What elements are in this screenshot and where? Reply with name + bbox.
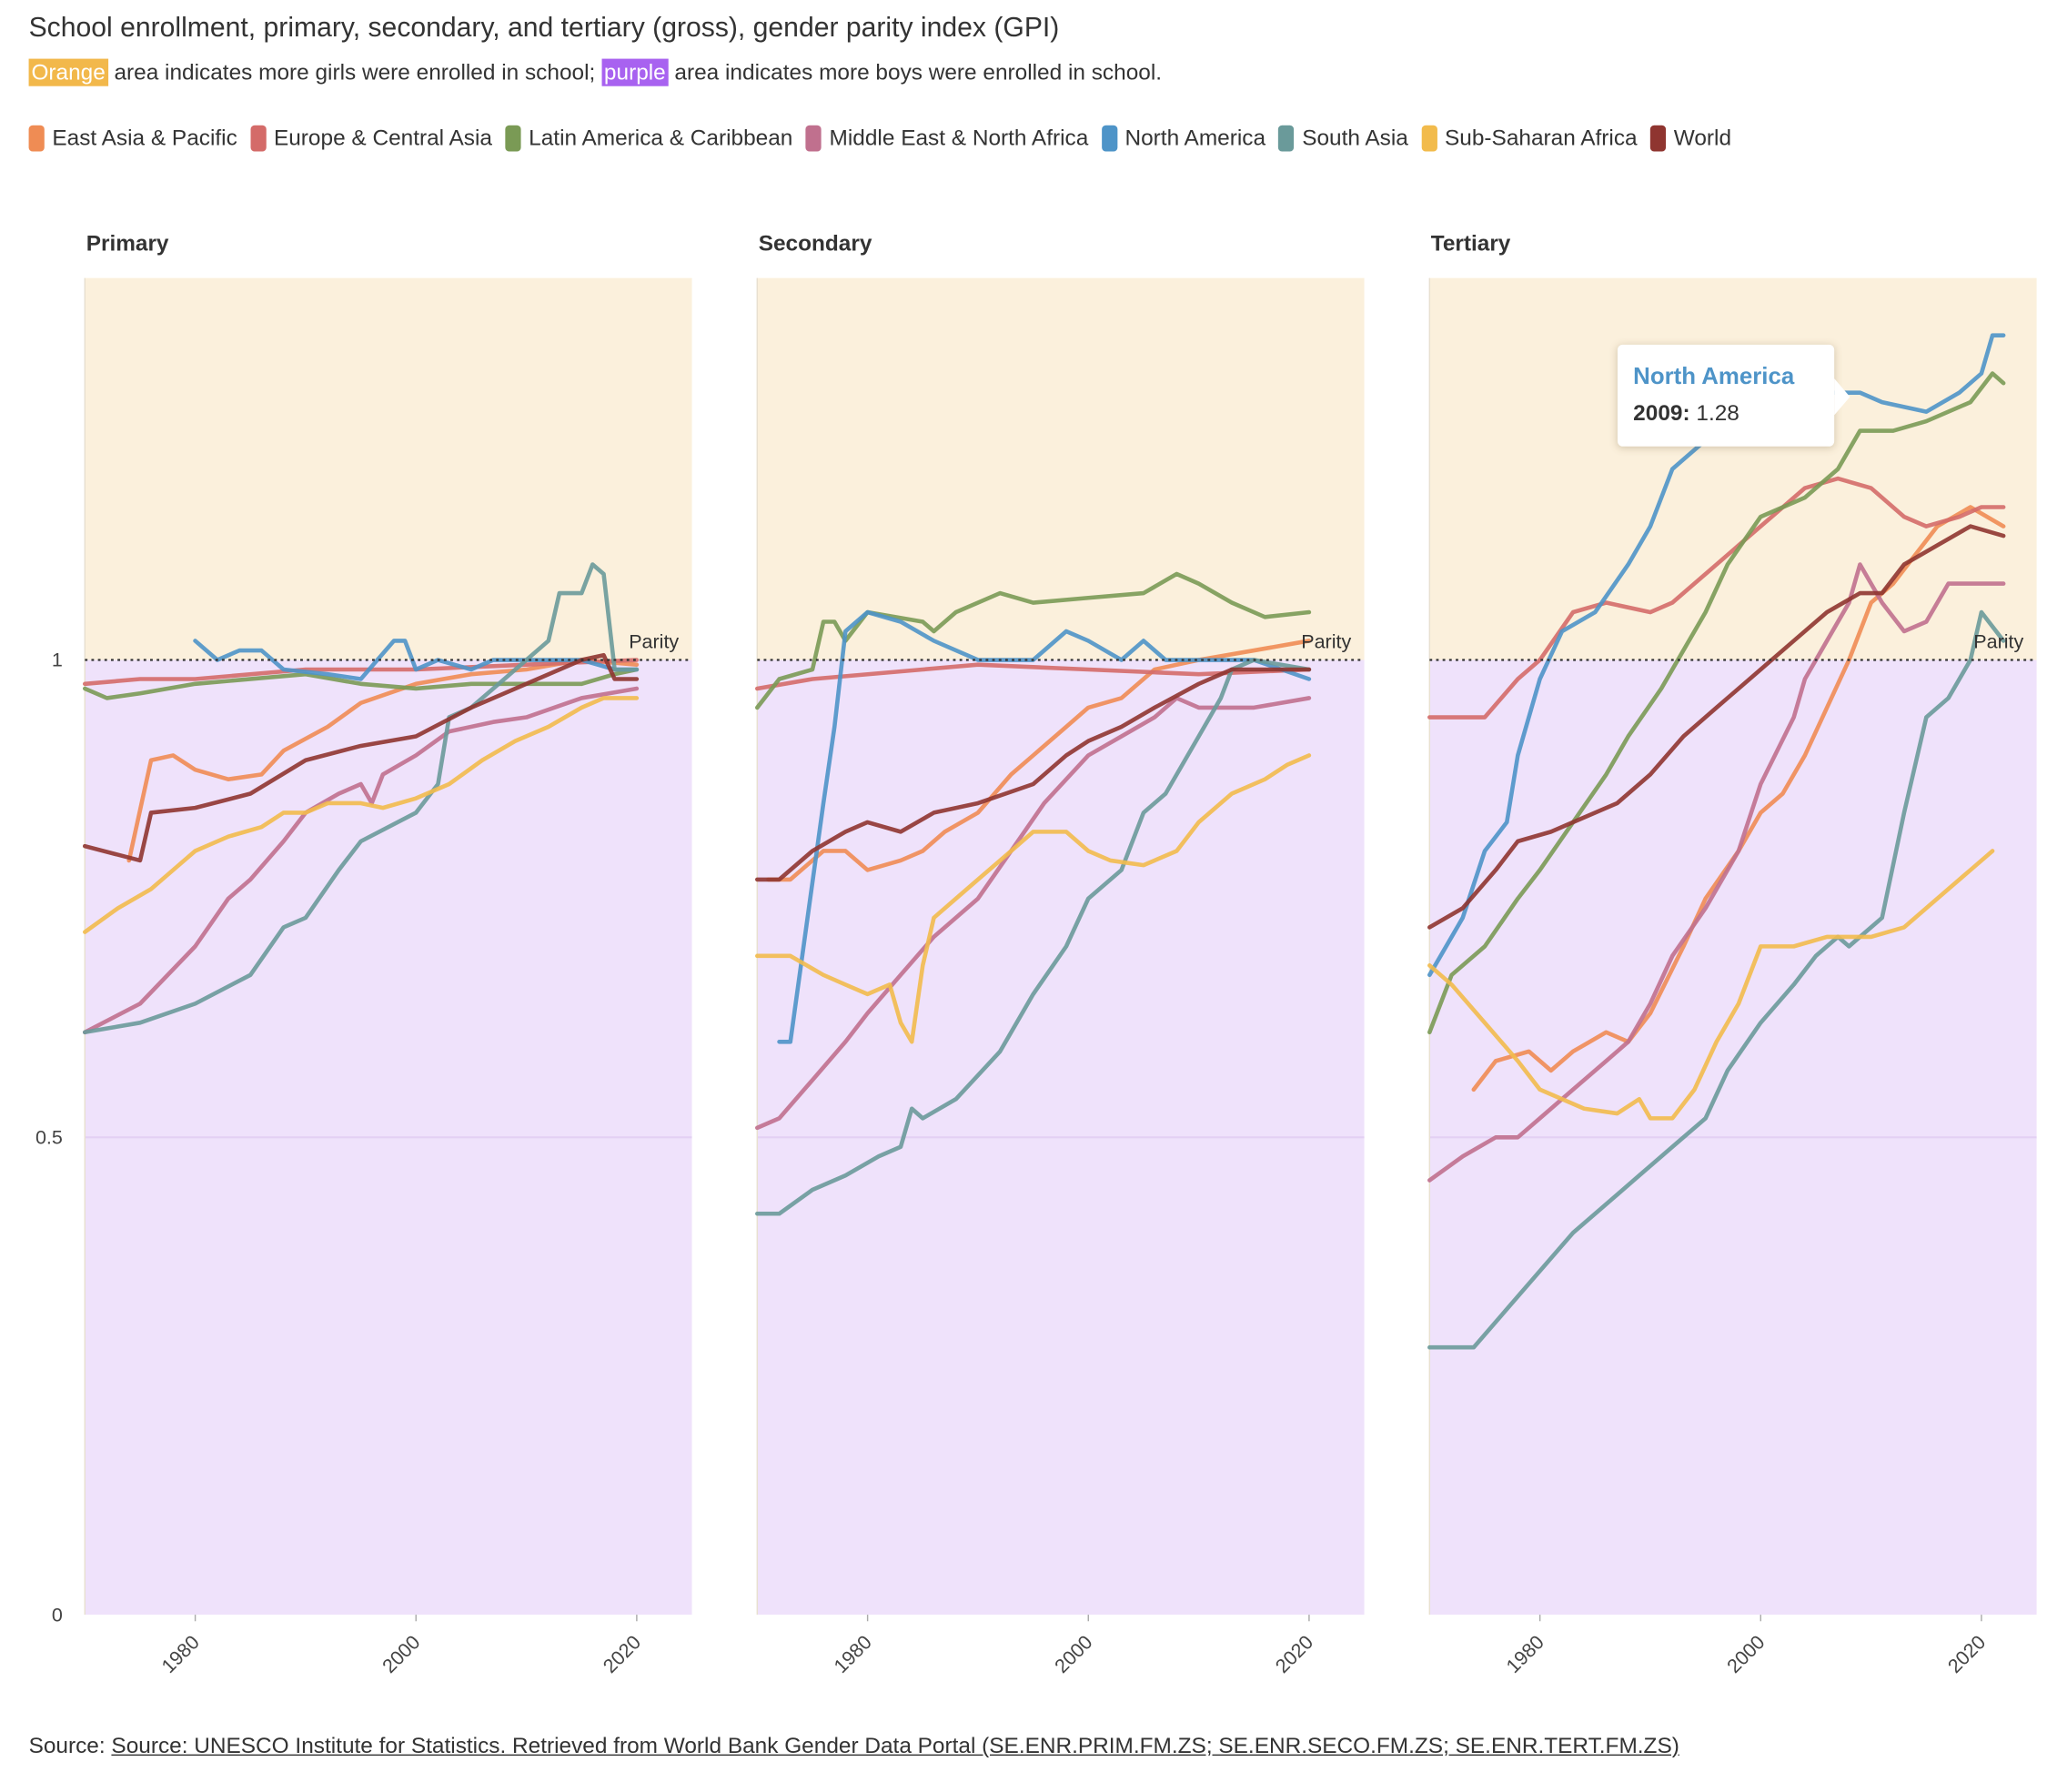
panel-tertiary: Tertiary 1980 2000 2020 Parity xyxy=(1427,232,2037,1677)
source-label: Source: xyxy=(28,1733,112,1758)
legend-label: East Asia & Pacific xyxy=(52,125,237,151)
legend-label: Sub-Saharan Africa xyxy=(1445,125,1638,151)
x-tick-label: 2020 xyxy=(1271,1631,1317,1677)
series-line-latin-america-caribbean xyxy=(755,571,1312,710)
legend-swatch xyxy=(505,125,521,152)
series-line-europe-central-asia xyxy=(82,658,640,687)
series-line-sub-saharan-africa xyxy=(755,753,1312,1044)
panel-secondary: Secondary 1980 2000 2020 Parity xyxy=(755,232,1365,1677)
series-line-middle-east-north-africa xyxy=(82,686,640,1035)
tooltip-year: 2009: xyxy=(1633,400,1690,426)
x-tick-label: 1980 xyxy=(157,1631,204,1677)
series-line-east-asia-pacific xyxy=(766,639,1312,882)
series-line-south-asia xyxy=(755,658,1312,1216)
series-line-sub-saharan-africa xyxy=(1427,849,1995,1121)
legend-label: Middle East & North Africa xyxy=(829,125,1089,151)
chart-subtitle: Orange area indicates more girls were en… xyxy=(28,58,1163,86)
series-line-world xyxy=(1427,524,2006,930)
chart-title: School enrollment, primary, secondary, a… xyxy=(28,13,1060,44)
series-line-sub-saharan-africa xyxy=(82,696,640,934)
series-line-north-america xyxy=(1427,333,2006,978)
series-line-middle-east-north-africa xyxy=(1427,562,2006,1183)
x-tick-label: 2020 xyxy=(599,1631,645,1677)
subtitle-orange-text: area indicates more girls were enrolled … xyxy=(107,60,602,86)
x-tick-label: 2000 xyxy=(1723,1631,1770,1677)
x-tick-label: 1980 xyxy=(1502,1631,1548,1677)
legend-item[interactable]: East Asia & Pacific xyxy=(28,120,237,156)
series-line-europe-central-asia xyxy=(755,662,1312,691)
legend-item[interactable]: Middle East & North Africa xyxy=(805,120,1089,156)
legend-swatch xyxy=(1101,125,1117,152)
legend-swatch xyxy=(28,125,45,152)
legend-item[interactable]: South Asia xyxy=(1278,120,1408,156)
legend-item[interactable]: North America xyxy=(1101,120,1266,156)
series-line-latin-america-caribbean xyxy=(1427,371,2006,1035)
tooltip-number: 1.28 xyxy=(1696,400,1739,426)
series-line-world xyxy=(755,667,1312,882)
purple-highlight: purple xyxy=(601,58,669,86)
y-tick-label: 1 xyxy=(52,649,63,671)
legend-label: World xyxy=(1673,125,1732,151)
girls-area xyxy=(757,277,1365,660)
series-line-latin-america-caribbean xyxy=(82,667,640,700)
y-tick-label: 0 xyxy=(52,1604,63,1626)
tooltip: North America 2009: 1.28 xyxy=(1617,344,1850,447)
legend-label: Latin America & Caribbean xyxy=(529,125,793,151)
series-line-north-america xyxy=(193,639,640,681)
series-line-south-asia xyxy=(1427,609,2006,1350)
x-tick-label: 2000 xyxy=(378,1631,425,1677)
legend-swatch xyxy=(1278,125,1295,152)
x-tick-label: 2020 xyxy=(1943,1631,1990,1677)
legend-swatch xyxy=(805,125,822,152)
series-line-world xyxy=(82,652,640,863)
legend-swatch xyxy=(1421,125,1437,152)
series-line-east-asia-pacific xyxy=(1471,505,2006,1092)
legend-item[interactable]: World xyxy=(1649,120,1732,156)
panel-title: Secondary xyxy=(759,232,872,257)
parity-label: Parity xyxy=(1973,631,2023,653)
x-tick-label: 1980 xyxy=(830,1631,876,1677)
y-tick-label: 0.5 xyxy=(35,1126,63,1148)
source-footer: Source: Source: UNESCO Institute for Sta… xyxy=(29,1734,1679,1760)
girls-area xyxy=(1429,277,2037,660)
legend-label: South Asia xyxy=(1302,125,1408,151)
legend-label: North America xyxy=(1124,125,1266,151)
parity-label: Parity xyxy=(1301,631,1351,653)
source-link[interactable]: Source: UNESCO Institute for Statistics.… xyxy=(111,1733,1679,1758)
legend-item[interactable]: Sub-Saharan Africa xyxy=(1421,120,1638,156)
x-tick-label: 2000 xyxy=(1051,1631,1097,1677)
legend-label: Europe & Central Asia xyxy=(273,125,492,151)
panel-title: Primary xyxy=(86,232,169,257)
tooltip-series: North America xyxy=(1633,362,1795,389)
panel-primary: Primary 0 0.5 1 1980 2000 2020 Parity xyxy=(35,232,692,1677)
tooltip-value: 2009: 1.28 xyxy=(1633,401,1739,428)
girls-area xyxy=(85,277,692,660)
legend-swatch xyxy=(250,125,267,152)
orange-highlight: Orange xyxy=(28,58,108,86)
legend-item[interactable]: Europe & Central Asia xyxy=(250,120,492,156)
series-line-europe-central-asia xyxy=(1427,476,2006,720)
panel-title: Tertiary xyxy=(1431,232,1511,257)
legend: East Asia & Pacific Europe & Central Asia… xyxy=(28,120,2013,163)
parity-label: Parity xyxy=(629,631,679,653)
legend-item[interactable]: Latin America & Caribbean xyxy=(505,120,792,156)
legend-swatch xyxy=(1649,125,1667,152)
subtitle-purple-text: area indicates more boys were enrolled i… xyxy=(668,60,1163,86)
